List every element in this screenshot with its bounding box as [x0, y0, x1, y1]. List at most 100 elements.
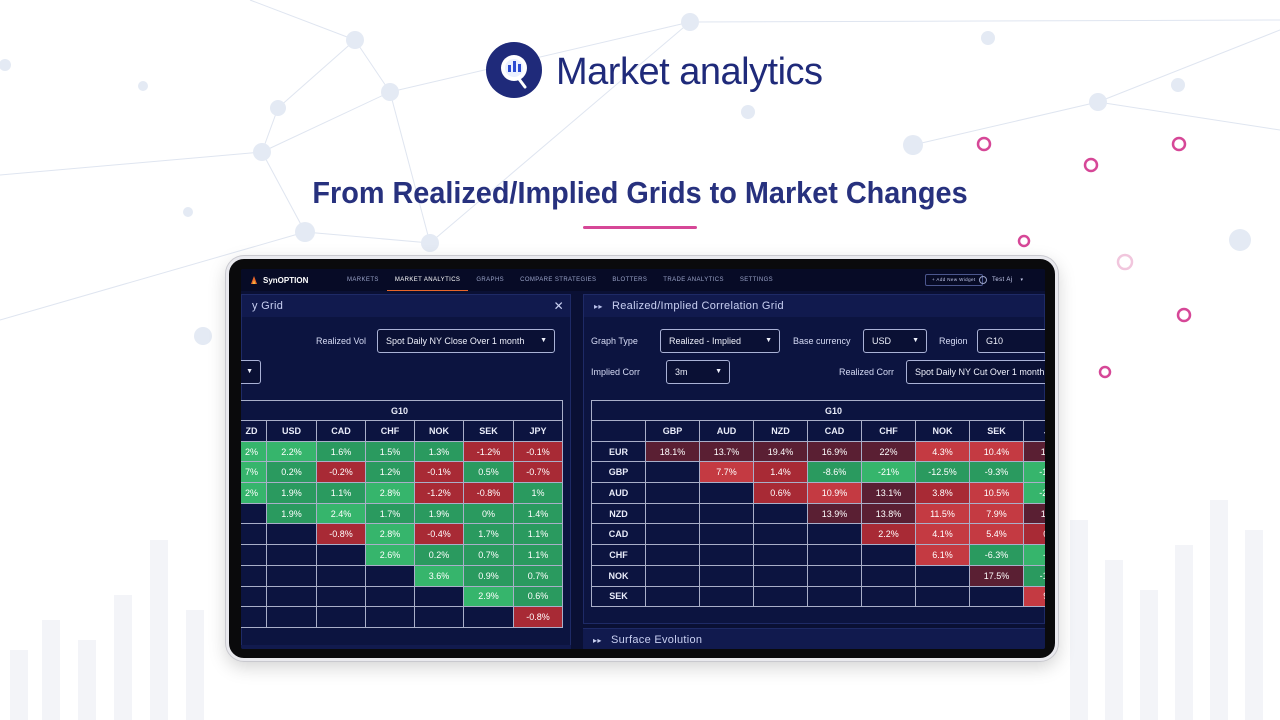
- close-icon[interactable]: ✕: [553, 299, 564, 313]
- grid-cell[interactable]: 2.6%: [365, 544, 415, 566]
- grid-cell[interactable]: 1.1%: [512, 523, 564, 546]
- grid-cell[interactable]: [861, 564, 916, 587]
- grid-cell[interactable]: -18.7: [1022, 461, 1045, 484]
- grid-cell[interactable]: [365, 585, 415, 608]
- grid-cell[interactable]: [463, 606, 514, 628]
- grid-cell[interactable]: 18.1%: [645, 440, 700, 463]
- grid-cell[interactable]: 3.8%: [915, 482, 970, 504]
- grid-cell[interactable]: [645, 482, 700, 504]
- grid-cell[interactable]: [915, 564, 970, 587]
- grid-cell[interactable]: 2.9%: [463, 585, 514, 608]
- grid-cell[interactable]: 1.9%: [266, 502, 317, 525]
- grid-cell[interactable]: 1.9%: [266, 482, 317, 504]
- grid-cell[interactable]: 7.7%: [699, 461, 754, 484]
- grid-cell[interactable]: -11.5: [1022, 564, 1045, 587]
- grid-cell[interactable]: -6.3%: [969, 544, 1024, 566]
- grid-cell[interactable]: [969, 585, 1024, 608]
- graph-type-select[interactable]: Realized - Implied ▼: [660, 329, 780, 353]
- nav-settings[interactable]: SETTINGS: [739, 277, 774, 283]
- grid-cell[interactable]: [753, 502, 808, 525]
- grid-cell[interactable]: -0.7%: [512, 461, 564, 484]
- grid-cell[interactable]: 1%: [512, 482, 564, 504]
- grid-cell[interactable]: 2%: [241, 482, 267, 504]
- user-menu[interactable]: Test Aj ▾: [979, 269, 1023, 291]
- grid-cell[interactable]: [699, 523, 754, 546]
- grid-cell[interactable]: 0.2%: [414, 544, 464, 566]
- grid-cell[interactable]: [241, 585, 267, 608]
- grid-cell[interactable]: -1.2%: [414, 482, 464, 504]
- grid-cell[interactable]: [266, 585, 317, 608]
- grid-cell[interactable]: -24.3: [1022, 482, 1045, 504]
- grid-cell[interactable]: [699, 482, 754, 504]
- grid-cell[interactable]: [241, 523, 267, 546]
- grid-cell[interactable]: 0.5%: [463, 461, 514, 484]
- grid-cell[interactable]: [266, 523, 317, 546]
- grid-cell[interactable]: [316, 606, 366, 628]
- nav-markets[interactable]: MARKETS: [347, 277, 379, 283]
- grid-cell[interactable]: 10.4%: [969, 440, 1024, 463]
- grid-cell[interactable]: 1.3%: [414, 440, 464, 463]
- grid-cell[interactable]: 0.7%: [512, 564, 564, 587]
- grid-cell[interactable]: [241, 564, 267, 587]
- realized-vol-select[interactable]: Spot Daily NY Close Over 1 month ▼: [377, 329, 555, 353]
- grid-cell[interactable]: 1.6%: [316, 440, 366, 463]
- grid-cell[interactable]: 0%: [463, 502, 514, 525]
- grid-cell[interactable]: [414, 606, 464, 628]
- grid-cell[interactable]: 1.7%: [365, 502, 415, 525]
- grid-cell[interactable]: -0.8%: [463, 482, 514, 504]
- grid-cell[interactable]: 12.9: [1022, 502, 1045, 525]
- grid-cell[interactable]: 0.5: [1022, 523, 1045, 546]
- left-partial-select[interactable]: ▼: [241, 360, 261, 384]
- implied-corr-select[interactable]: 3m ▼: [666, 360, 730, 384]
- grid-cell[interactable]: -0.4%: [414, 523, 464, 546]
- grid-cell[interactable]: [753, 585, 808, 608]
- app-logo[interactable]: SynOPTION: [249, 275, 339, 285]
- grid-cell[interactable]: [241, 606, 267, 628]
- grid-cell[interactable]: [753, 544, 808, 566]
- grid-cell[interactable]: [699, 502, 754, 525]
- nav-blotters[interactable]: BLOTTERS: [612, 277, 648, 283]
- grid-cell[interactable]: [266, 564, 317, 587]
- grid-cell[interactable]: 13.7%: [699, 440, 754, 463]
- grid-cell[interactable]: [861, 585, 916, 608]
- grid-cell[interactable]: [645, 502, 700, 525]
- grid-cell[interactable]: [365, 564, 415, 587]
- grid-cell[interactable]: 2.8%: [365, 482, 415, 504]
- grid-cell[interactable]: 17.5%: [969, 564, 1024, 587]
- grid-cell[interactable]: 1.7%: [463, 523, 514, 546]
- grid-cell[interactable]: 1.1%: [512, 544, 564, 566]
- grid-cell[interactable]: [645, 585, 700, 608]
- region-select[interactable]: G10: [977, 329, 1045, 353]
- grid-cell[interactable]: 2%: [241, 440, 267, 463]
- grid-cell[interactable]: [414, 585, 464, 608]
- grid-cell[interactable]: 10.9%: [807, 482, 862, 504]
- nav-trade-analytics[interactable]: TRADE ANALYTICS: [663, 277, 724, 283]
- grid-cell[interactable]: [241, 502, 267, 525]
- grid-cell[interactable]: [316, 544, 366, 566]
- grid-cell[interactable]: [266, 544, 317, 566]
- grid-cell[interactable]: 11.5%: [915, 502, 970, 525]
- base-currency-select[interactable]: USD ▼: [863, 329, 927, 353]
- grid-cell[interactable]: -12.5%: [915, 461, 970, 484]
- grid-cell[interactable]: -9.3%: [969, 461, 1024, 484]
- grid-cell[interactable]: -1.2%: [463, 440, 514, 463]
- grid-cell[interactable]: -27: [1022, 544, 1045, 566]
- grid-cell[interactable]: 13.1%: [861, 482, 916, 504]
- grid-cell[interactable]: 7.9%: [969, 502, 1024, 525]
- grid-cell[interactable]: -8.6%: [807, 461, 862, 484]
- grid-cell[interactable]: 1.5%: [365, 440, 415, 463]
- realized-corr-select[interactable]: Spot Daily NY Cut Over 1 month: [906, 360, 1045, 384]
- grid-cell[interactable]: 3.6%: [414, 564, 464, 587]
- grid-cell[interactable]: [241, 544, 267, 566]
- grid-cell[interactable]: 22%: [861, 440, 916, 463]
- collapse-icon[interactable]: ▸▸: [594, 302, 603, 311]
- grid-cell[interactable]: [753, 564, 808, 587]
- grid-cell[interactable]: 14.8: [1022, 440, 1045, 463]
- grid-cell[interactable]: 2.8%: [365, 523, 415, 546]
- grid-cell[interactable]: 7%: [241, 461, 267, 484]
- grid-cell[interactable]: [807, 544, 862, 566]
- grid-cell[interactable]: -0.1%: [414, 461, 464, 484]
- grid-cell[interactable]: [699, 544, 754, 566]
- grid-cell[interactable]: 0.9%: [463, 564, 514, 587]
- grid-cell[interactable]: [316, 564, 366, 587]
